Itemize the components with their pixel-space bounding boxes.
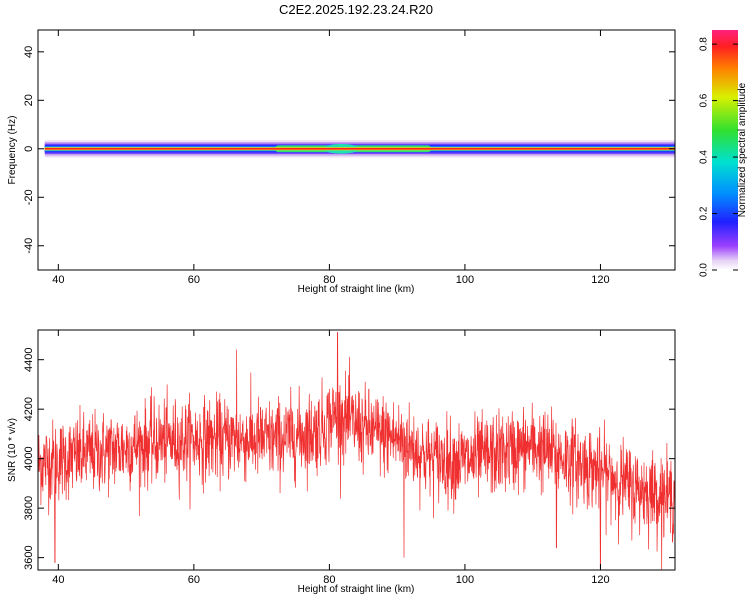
y-tick-label: 20 (23, 94, 35, 106)
x-tick-label: 100 (456, 274, 474, 286)
y-tick-label: 4000 (23, 446, 35, 470)
colorbar-tick-label: 0.8 (699, 37, 710, 51)
snr-ylabel: SNR (10 * v/v) (7, 418, 18, 482)
colorbar-tick-label: 0.0 (699, 263, 710, 277)
spectrogram-panel: 40 60 80 100 120 40 20 0 -20 -40 Height of straig… (7, 29, 676, 295)
x-tick-label: 120 (591, 574, 609, 586)
colorbar: 0.0 0.2 0.4 0.6 0.8 Normalized spectral ampl… (699, 30, 748, 277)
spectrogram-ylabel: Frequency (Hz) (7, 116, 18, 185)
snr-ticks: 40 60 80 100 120 3600 3800 4000 4200 4400 (23, 330, 675, 586)
y-tick-label: 3600 (23, 545, 35, 569)
x-tick-label: 60 (188, 274, 200, 286)
spectrogram-xlabel: Height of straight line (km) (298, 284, 415, 295)
y-tick-label: 3800 (23, 496, 35, 520)
colorbar-tick-label: 0.2 (699, 206, 710, 220)
y-tick-label: 40 (23, 46, 35, 58)
x-tick-label: 80 (323, 274, 335, 286)
spectrogram-frame (37, 29, 676, 271)
snr-series-line (38, 332, 675, 570)
y-tick-label: -20 (23, 189, 35, 205)
colorbar-tick-label: 0.4 (699, 150, 710, 164)
y-tick-label: -40 (23, 238, 35, 254)
colorbar-label: Normalized spectral amplitude (737, 82, 748, 217)
y-tick-label: 4200 (23, 397, 35, 421)
x-tick-label: 40 (52, 574, 64, 586)
colorbar-gradient (712, 30, 738, 270)
colorbar-ticks: 0.0 0.2 0.4 0.6 0.8 (699, 37, 738, 277)
y-tick-label: 0 (23, 146, 35, 152)
spectrogram-heatmap (44, 140, 675, 158)
x-tick-label: 100 (456, 574, 474, 586)
figure-title: C2E2.2025.192.23.24.R20 (279, 2, 433, 17)
spectrogram-ticks: 40 60 80 100 120 40 20 0 -20 -40 (23, 30, 675, 286)
x-tick-label: 120 (591, 274, 609, 286)
snr-xlabel: Height of straight line (km) (298, 584, 415, 595)
x-tick-label: 40 (52, 274, 64, 286)
x-tick-label: 80 (323, 574, 335, 586)
snr-frame (37, 329, 676, 571)
x-tick-label: 60 (188, 574, 200, 586)
colorbar-tick-label: 0.6 (699, 93, 710, 107)
y-tick-label: 4400 (23, 347, 35, 371)
spectrogram-band-core (44, 147, 675, 150)
snr-panel: 40 60 80 100 120 3600 3800 4000 4200 4400 Height … (7, 329, 676, 595)
